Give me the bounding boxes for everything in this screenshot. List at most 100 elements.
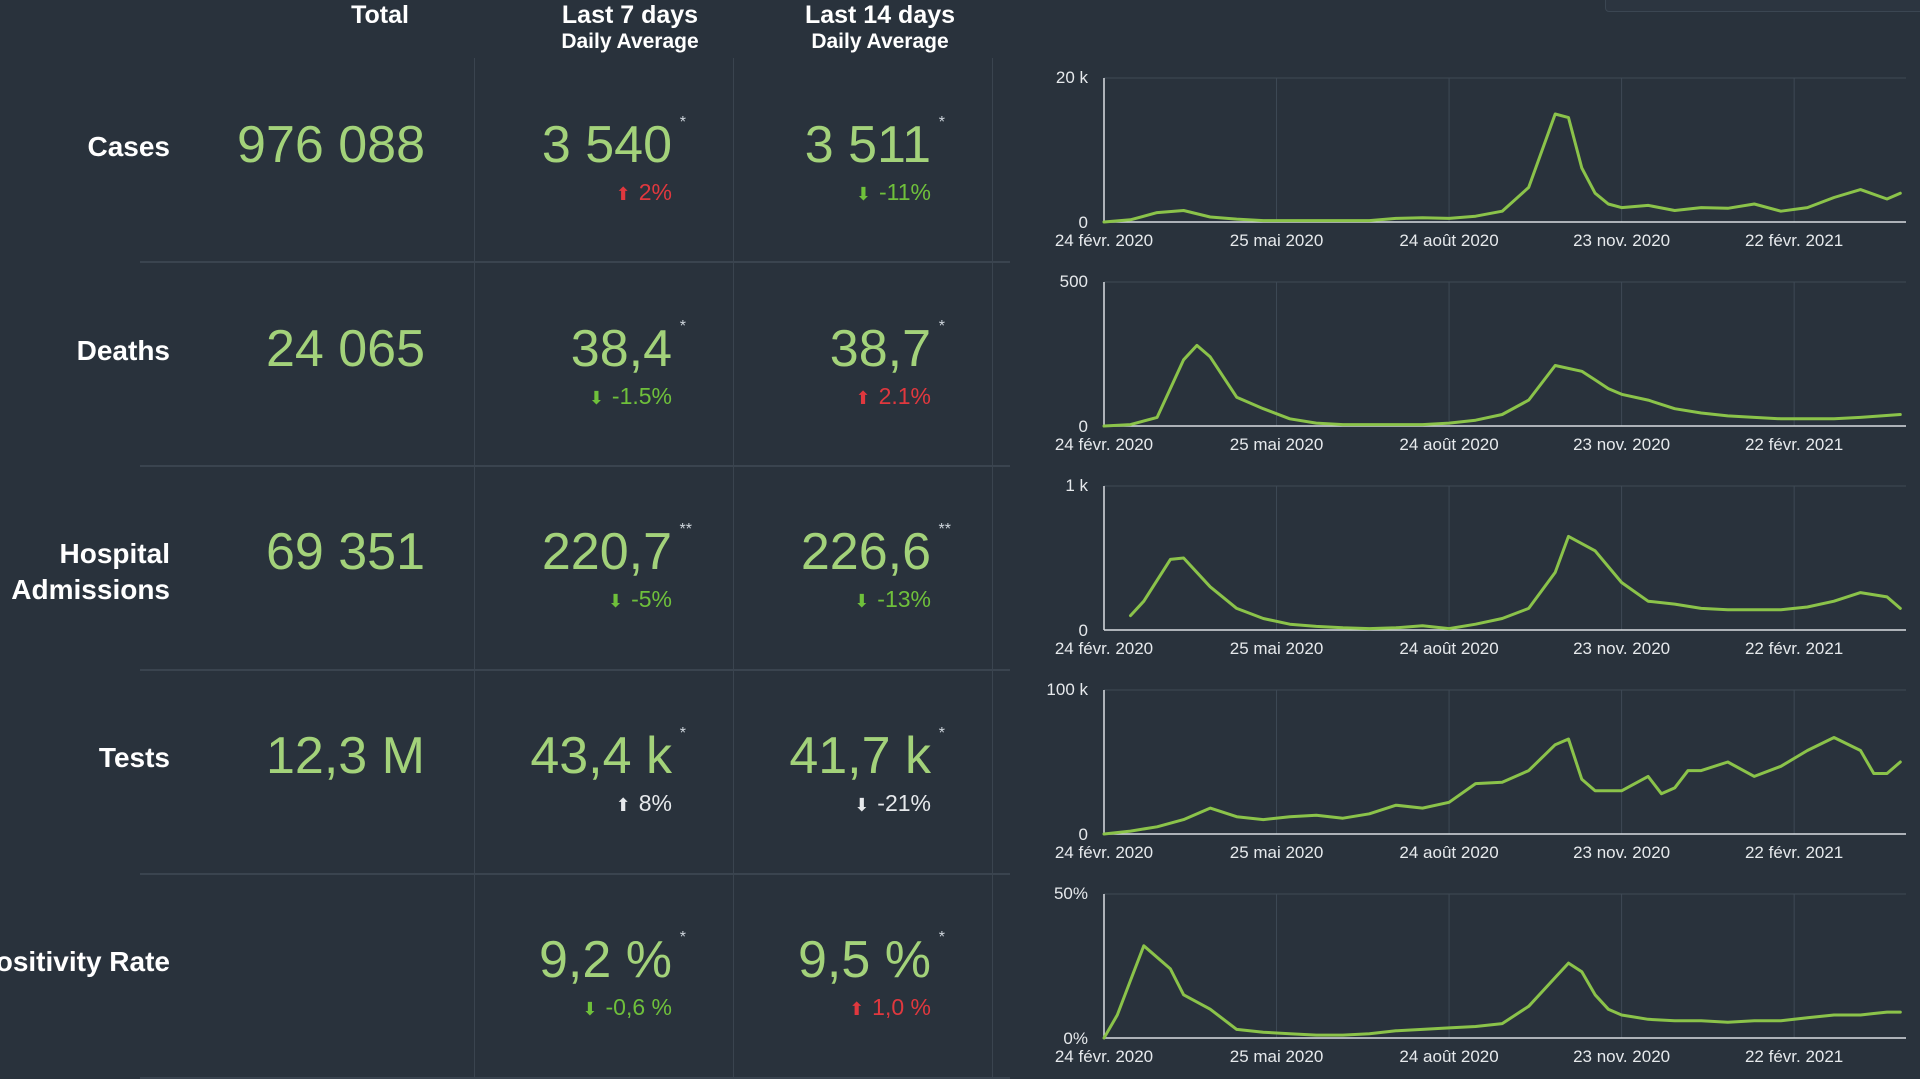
header-last7: Last 7 days Daily Average — [530, 0, 730, 54]
change-text: 2% — [638, 179, 672, 205]
footnote-star: * — [938, 318, 945, 335]
row-label-cases: Cases — [87, 131, 170, 162]
last7-value-positivity-rate: 9,2 % * — [539, 929, 686, 990]
row-divider — [140, 465, 1010, 467]
footnote-star: * — [938, 725, 945, 742]
x-tick-label: 24 févr. 2020 — [1055, 435, 1153, 454]
row-label-line: Admissions — [11, 574, 170, 605]
row-divider — [140, 873, 1010, 875]
x-tick-label: 22 févr. 2021 — [1745, 639, 1843, 658]
row-label-hospital-admissions: Hospital Admissions — [11, 536, 170, 608]
footnote-star: * — [679, 929, 686, 946]
row-label-positivity-rate: ositivity Rate — [0, 946, 170, 977]
last7-value-deaths: 38,4 * — [571, 318, 686, 379]
change-text: -5% — [631, 586, 672, 612]
change-arrow-icon: ⬇ — [588, 388, 604, 408]
y-tick-label: 0 — [1079, 621, 1088, 640]
change-text: -11% — [879, 179, 931, 205]
last7-change-tests: ⬆ 8% — [616, 789, 672, 819]
y-tick-label: 0% — [1063, 1029, 1088, 1048]
last14-change-cases: ⬇ -11% — [856, 178, 931, 208]
y-tick-label: 20 k — [1056, 68, 1089, 87]
x-tick-label: 22 févr. 2021 — [1745, 435, 1843, 454]
last14-value-positivity-rate: 9,5 % * — [798, 929, 945, 990]
header-total-label: Total — [351, 1, 409, 29]
last14-value-text: 38,7 — [829, 320, 931, 378]
x-tick-label: 25 mai 2020 — [1230, 639, 1324, 658]
row-label-deaths: Deaths — [76, 335, 170, 366]
last14-value-hospital-admissions: 226,6 ** — [800, 521, 951, 582]
change-text: 2.1% — [878, 383, 931, 409]
last14-value-cases: 3 511 * — [804, 114, 945, 175]
column-divider — [474, 58, 475, 1079]
last14-change-tests: ⬇ -21% — [854, 789, 931, 819]
series-line — [1102, 736, 1902, 836]
change-text: 8% — [638, 790, 672, 816]
x-tick-label: 25 mai 2020 — [1230, 435, 1324, 454]
row-divider — [140, 669, 1010, 671]
footnote-star: * — [679, 114, 686, 131]
change-text: -13% — [877, 586, 931, 612]
series-line — [1102, 343, 1902, 428]
chart-svg: 1 k 024 févr. 2020 25 mai 2020 24 août 2020… — [1055, 476, 1906, 658]
last14-value-text: 9,5 % — [798, 931, 931, 989]
y-tick-label: 1 k — [1065, 476, 1088, 495]
x-tick-label: 23 nov. 2020 — [1573, 1047, 1670, 1066]
last7-value-cases: 3 540 * — [541, 114, 686, 175]
last14-value-tests: 41,7 k * — [789, 725, 945, 786]
last14-value-deaths: 38,7 * — [829, 318, 945, 379]
tests-chart: 100 k 0 24 févr. 2020 25 mai 2020 24 août 20… — [1040, 674, 1920, 874]
footnote-star: * — [938, 114, 945, 131]
total-hospital-admissions: 69 351 — [265, 523, 425, 581]
chart-svg: 100 k 024 févr. 2020 25 mai 2020 24 août 20… — [1046, 680, 1906, 862]
deaths-chart: 500 0 24 févr. 2020 25 mai 2020 24 août 2020… — [1040, 266, 1920, 466]
last7-change-positivity-rate: ⬇ -0,6 % — [582, 993, 672, 1023]
hospital-admissions-chart: 1 k 0 24 févr. 2020 25 mai 2020 24 août 2020… — [1040, 470, 1920, 670]
x-tick-label: 23 nov. 2020 — [1573, 639, 1670, 658]
header-total: Total — [330, 0, 430, 30]
series-line — [1102, 944, 1902, 1040]
y-tick-label: 500 — [1060, 272, 1088, 291]
header-last14: Last 14 days Daily Average — [780, 0, 980, 54]
x-tick-label: 23 nov. 2020 — [1573, 231, 1670, 250]
y-tick-label: 100 k — [1046, 680, 1088, 699]
chart-svg: 50% 0%24 févr. 2020 25 mai 2020 24 août 202… — [1054, 884, 1906, 1066]
total-deaths: 24 065 — [265, 320, 425, 378]
footnote-star: ** — [679, 521, 692, 538]
series-line — [1129, 534, 1902, 631]
x-tick-label: 25 mai 2020 — [1230, 231, 1324, 250]
y-tick-label: 0 — [1079, 417, 1088, 436]
last7-value-text: 3 540 — [541, 116, 672, 174]
x-tick-label: 24 août 2020 — [1399, 435, 1498, 454]
last14-value-text: 226,6 — [800, 523, 931, 581]
x-tick-label: 24 août 2020 — [1399, 843, 1498, 862]
change-arrow-icon: ⬇ — [854, 591, 870, 611]
row-label-tests: Tests — [98, 742, 170, 773]
x-tick-label: 22 févr. 2021 — [1745, 1047, 1843, 1066]
x-tick-label: 24 févr. 2020 — [1055, 231, 1153, 250]
y-tick-label: 0 — [1079, 213, 1088, 232]
change-text: -0,6 % — [605, 994, 672, 1020]
series-line — [1102, 112, 1902, 224]
header-last7-sub: Daily Average — [561, 30, 699, 53]
change-arrow-icon: ⬇ — [855, 184, 871, 204]
y-tick-label: 0 — [1079, 825, 1088, 844]
total-cases: 976 088 — [237, 116, 425, 174]
column-divider — [992, 58, 993, 1079]
change-text: 1,0 % — [872, 994, 931, 1020]
change-arrow-icon: ⬇ — [582, 999, 598, 1019]
change-text: -21% — [877, 790, 931, 816]
last14-value-text: 3 511 — [804, 116, 931, 174]
last7-value-tests: 43,4 k * — [530, 725, 686, 786]
last7-value-text: 9,2 % — [539, 931, 672, 989]
x-tick-label: 25 mai 2020 — [1230, 843, 1324, 862]
row-divider — [140, 1077, 1010, 1079]
x-tick-label: 24 févr. 2020 — [1055, 1047, 1153, 1066]
x-tick-label: 24 août 2020 — [1399, 639, 1498, 658]
last7-value-text: 43,4 k — [530, 727, 672, 785]
last7-change-hospital-admissions: ⬇ -5% — [608, 585, 672, 615]
x-tick-label: 23 nov. 2020 — [1573, 435, 1670, 454]
row-divider — [140, 261, 1010, 263]
change-arrow-icon: ⬆ — [855, 388, 871, 408]
change-arrow-icon: ⬇ — [854, 795, 870, 815]
